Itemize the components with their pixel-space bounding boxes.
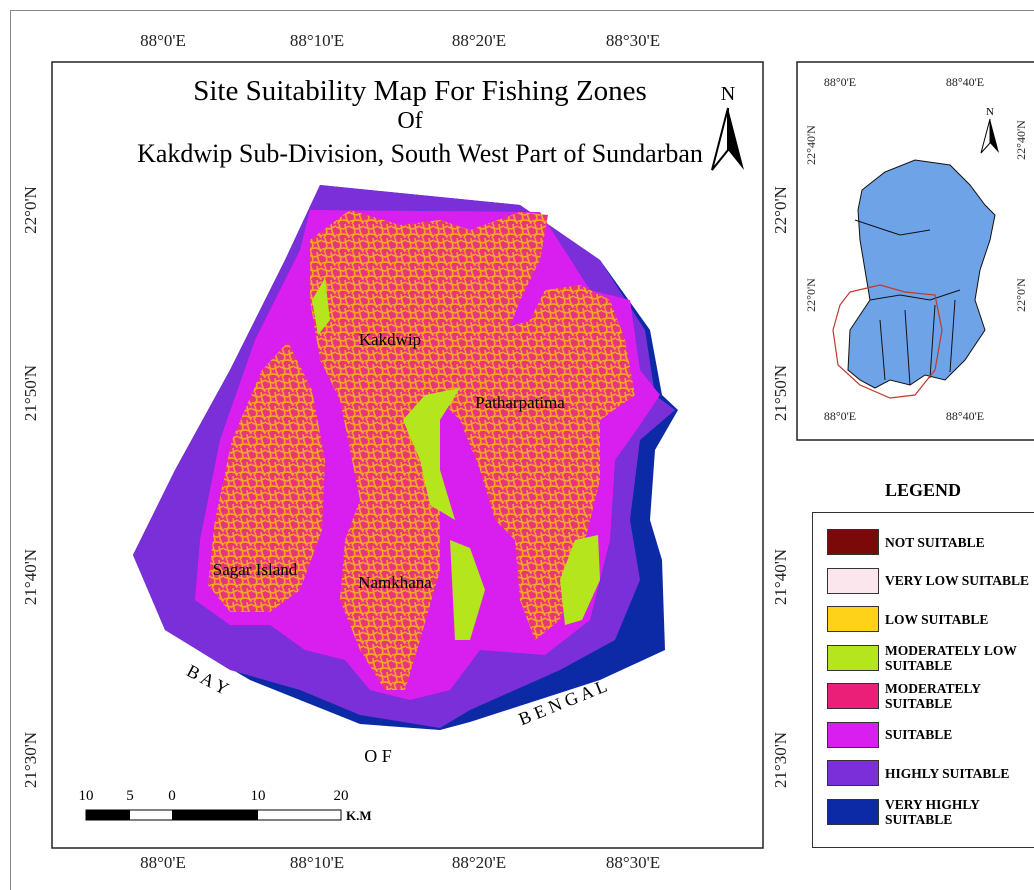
legend-swatch — [827, 529, 879, 556]
scale-tick-label: 10 — [251, 788, 266, 804]
legend-label: VERY HIGHLY SUITABLE — [885, 796, 980, 827]
legend-label: SUITABLE — [885, 727, 953, 743]
longitude-label: 88°20'E — [452, 853, 506, 872]
latitude-label: 21°30'N — [771, 732, 790, 788]
legend-label: HIGHLY SUITABLE — [885, 765, 1010, 781]
inset-north-label: N — [986, 106, 994, 118]
legend-swatch — [827, 760, 879, 787]
island-main — [310, 210, 548, 690]
longitude-label: 88°30'E — [606, 31, 660, 50]
scale-bar — [172, 810, 258, 820]
sea-label: O F — [364, 746, 392, 766]
legend-swatch — [827, 683, 879, 710]
legend-swatch — [827, 567, 879, 594]
inset-lon-label: 88°0'E — [824, 409, 856, 423]
latitude-label: 21°50'N — [21, 365, 40, 421]
latitude-label: 21°50'N — [771, 365, 790, 421]
inset-rivers — [854, 219, 961, 386]
scale-tick-label: 10 — [79, 788, 94, 804]
longitude-label: 88°10'E — [290, 31, 344, 50]
longitude-label: 88°20'E — [452, 31, 506, 50]
inset-lat-label: 22°0'N — [804, 278, 818, 312]
legend-label: MODERATELY LOW SUITABLE — [885, 642, 1017, 673]
legend-label: MODERATELY SUITABLE — [885, 681, 981, 712]
scale-tick-label: 20 — [334, 788, 349, 804]
scale-tick-label: 0 — [168, 788, 176, 804]
legend-item: VERY LOW SUITABLE — [827, 562, 1034, 601]
outer-frame — [10, 10, 1034, 890]
legend-label: LOW SUITABLE — [885, 611, 989, 627]
legend-swatch — [827, 798, 879, 825]
latitude-label: 21°30'N — [21, 732, 40, 788]
place-label: Patharpatima — [475, 393, 565, 412]
inset-lon-label: 88°40'E — [946, 75, 984, 89]
legend-label: VERY LOW SUITABLE — [885, 573, 1030, 589]
map-title: Of — [397, 108, 422, 134]
scale-tick-label: 5 — [126, 788, 134, 804]
place-label: Kakdwip — [359, 330, 421, 349]
legend-swatch — [827, 606, 879, 633]
legend-item: MODERATELY LOW SUITABLE — [827, 639, 1034, 678]
inset-lon-label: 88°40'E — [946, 409, 984, 423]
moderately-low-strip — [450, 540, 485, 640]
legend: NOT SUITABLE VERY LOW SUITABLE LOW SUITABL… — [812, 512, 1034, 848]
island-patharpatima — [440, 285, 635, 640]
place-label: Namkhana — [358, 573, 432, 592]
inset-north-arrow — [990, 119, 999, 153]
legend-item: VERY HIGHLY SUITABLE — [827, 793, 1034, 832]
inset-study-area — [832, 284, 943, 399]
moderately-low-strip — [312, 278, 330, 335]
legend-item: SUITABLE — [827, 716, 1034, 755]
legend-title: LEGEND — [884, 480, 962, 500]
latitude-label: 22°0'N — [771, 186, 790, 234]
inset-lat-label: 22°0'N — [1014, 278, 1028, 312]
moderately-low-strip — [560, 535, 600, 625]
legend-swatch — [827, 721, 879, 748]
moderately-low-strip — [403, 388, 460, 520]
legend-item: LOW SUITABLE — [827, 600, 1034, 639]
island-sagar — [208, 342, 325, 612]
map-title: Site Suitability Map For Fishing Zones — [193, 75, 647, 107]
longitude-label: 88°0'E — [140, 853, 186, 872]
north-arrow — [728, 108, 744, 170]
legend-item: HIGHLY SUITABLE — [827, 754, 1034, 793]
legend-swatch — [827, 644, 879, 671]
longitude-label: 88°0'E — [140, 31, 186, 50]
longitude-label: 88°30'E — [606, 853, 660, 872]
place-label: Sagar Island — [213, 560, 298, 579]
scale-bar — [86, 810, 130, 820]
inset-lat-label: 22°40'N — [804, 125, 818, 165]
latitude-label: 21°40'N — [771, 549, 790, 605]
map-title: Kakdwip Sub-Division, South West Part of… — [137, 139, 703, 168]
latitude-label: 22°0'N — [21, 186, 40, 234]
latitude-label: 21°40'N — [21, 549, 40, 605]
legend-item: MODERATELY SUITABLE — [827, 677, 1034, 716]
longitude-label: 88°10'E — [290, 853, 344, 872]
legend-label: NOT SUITABLE — [885, 534, 985, 550]
scale-unit: K.M — [346, 808, 372, 823]
north-label: N — [721, 83, 735, 105]
inset-lon-label: 88°0'E — [824, 75, 856, 89]
legend-item: NOT SUITABLE — [827, 523, 1034, 562]
inset-lat-label: 22°40'N — [1014, 120, 1028, 160]
